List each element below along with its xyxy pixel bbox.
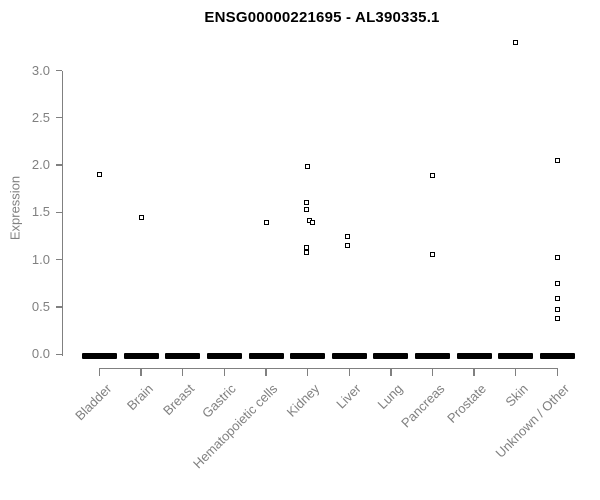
data-point-marker <box>304 207 310 213</box>
zero-expression-cluster-bar <box>165 352 201 359</box>
zero-expression-cluster-bar <box>290 352 326 359</box>
x-tick-label: Bladder <box>71 381 115 424</box>
x-axis-tick <box>431 367 434 376</box>
x-axis-tick <box>515 367 517 376</box>
data-point-marker <box>430 173 436 178</box>
data-point-marker <box>430 252 436 258</box>
y-axis-line <box>62 70 64 356</box>
x-axis-tick <box>390 367 392 376</box>
data-point-marker <box>554 280 560 286</box>
x-tick-label: Lung <box>374 381 406 413</box>
data-point-marker <box>554 315 560 321</box>
y-axis-tick <box>56 353 62 355</box>
y-tick-label: 0.5 <box>31 299 50 314</box>
x-tick-label: Breast <box>160 381 198 419</box>
zero-expression-cluster-bar <box>82 352 117 359</box>
x-axis-tick <box>306 367 309 376</box>
zero-expression-cluster-bar <box>373 352 409 359</box>
zero-expression-cluster-bar <box>456 352 492 359</box>
x-tick-label: Brain <box>123 381 156 414</box>
data-point-marker <box>305 163 311 169</box>
y-axis-tick <box>56 164 62 166</box>
y-axis-tick <box>56 306 62 308</box>
data-point-marker <box>310 220 316 226</box>
x-tick-label: Liver <box>333 381 364 412</box>
y-axis-tick <box>56 211 62 214</box>
data-point-marker <box>344 243 350 248</box>
y-tick-label: 2.5 <box>31 109 50 125</box>
y-tick-label: 1.5 <box>31 204 50 220</box>
data-point-marker <box>304 244 310 250</box>
data-point-marker <box>304 249 310 255</box>
zero-expression-cluster-bar <box>331 352 367 359</box>
data-point-marker <box>304 200 310 206</box>
x-axis-tick <box>348 367 350 376</box>
zero-expression-cluster-bar <box>539 352 575 359</box>
zero-expression-cluster-bar <box>248 352 284 359</box>
x-axis-tick <box>140 367 142 376</box>
x-tick-label: Unknown / Other <box>492 381 573 461</box>
x-axis-tick <box>223 367 226 376</box>
chart-title: ENSG00000221695 - AL390335.1 <box>204 9 440 26</box>
data-point-marker <box>554 295 560 301</box>
x-tick-label: Pancreas <box>397 381 448 431</box>
data-point-marker <box>554 255 560 261</box>
data-point-marker <box>554 307 560 313</box>
x-tick-label: Prostate <box>443 381 489 426</box>
zero-expression-cluster-bar <box>498 352 534 359</box>
data-point-marker <box>263 220 269 226</box>
x-tick-label: Skin <box>501 381 531 410</box>
data-point-marker <box>97 172 102 178</box>
x-axis-line <box>98 367 559 369</box>
x-axis-tick <box>182 367 184 376</box>
zero-expression-cluster-bar <box>415 352 451 359</box>
zero-expression-cluster-bar <box>123 352 159 359</box>
data-point-marker <box>344 234 350 240</box>
y-axis-tick <box>56 117 62 119</box>
data-point-marker <box>138 214 144 220</box>
data-point-marker <box>554 157 560 163</box>
y-axis-tick <box>56 259 62 261</box>
data-point-marker <box>513 39 519 45</box>
x-axis-tick <box>265 367 267 376</box>
zero-expression-cluster-bar <box>206 352 242 359</box>
y-tick-label: 2.0 <box>31 157 50 173</box>
y-tick-label: 0.0 <box>31 346 50 362</box>
x-axis-tick <box>473 367 475 376</box>
x-axis-tick <box>98 367 101 376</box>
x-tick-label: Kidney <box>283 381 323 420</box>
y-tick-label: 3.0 <box>31 62 50 78</box>
x-axis-tick <box>556 367 559 376</box>
y-tick-label: 1.0 <box>31 251 50 267</box>
y-axis-tick <box>56 69 62 72</box>
